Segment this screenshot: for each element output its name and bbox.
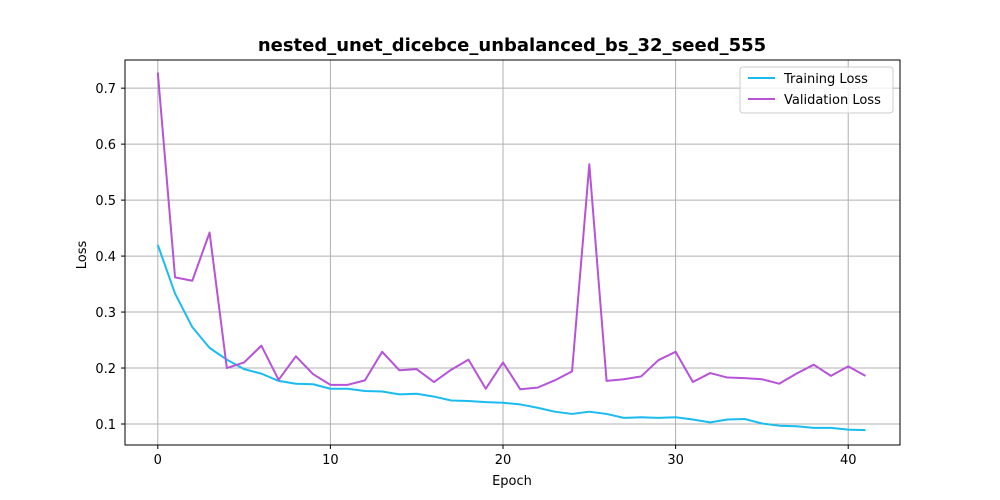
x-tick-label: 30: [667, 453, 684, 468]
series-line-validation-loss: [156, 72, 866, 391]
x-tick-label: 10: [322, 453, 339, 468]
legend-label-validation-loss: Validation Loss: [784, 93, 881, 108]
axes: 0 10 20 30 40 0.1 0.2 0.3 0.4 0.5 0.6 0.7: [95, 59, 901, 468]
series-lines: [156, 72, 866, 432]
legend-label-training-loss: Training Loss: [783, 72, 868, 87]
plot-frame: [124, 59, 901, 446]
chart-title: nested_unet_dicebce_unbalanced_bs_32_see…: [258, 35, 766, 56]
x-tick-label: 0: [154, 453, 162, 468]
y-tick-label: 0.3: [95, 306, 116, 321]
series-line-training-loss: [156, 244, 866, 432]
legend: Training Loss Validation Loss: [739, 66, 894, 114]
y-axis-label: Loss: [75, 241, 90, 270]
y-tick-label: 0.1: [95, 418, 116, 433]
y-tick-label: 0.4: [95, 250, 116, 265]
grid: [125, 60, 900, 445]
y-tick-label: 0.2: [95, 362, 116, 377]
x-tick-label: 40: [840, 453, 857, 468]
y-tick-label: 0.5: [95, 194, 116, 209]
y-tick-label: 0.7: [95, 82, 116, 97]
legend-box: [739, 66, 894, 114]
x-axis-label: Epoch: [492, 474, 532, 489]
y-tick-label: 0.6: [95, 138, 116, 153]
x-tick-label: 20: [495, 453, 512, 468]
